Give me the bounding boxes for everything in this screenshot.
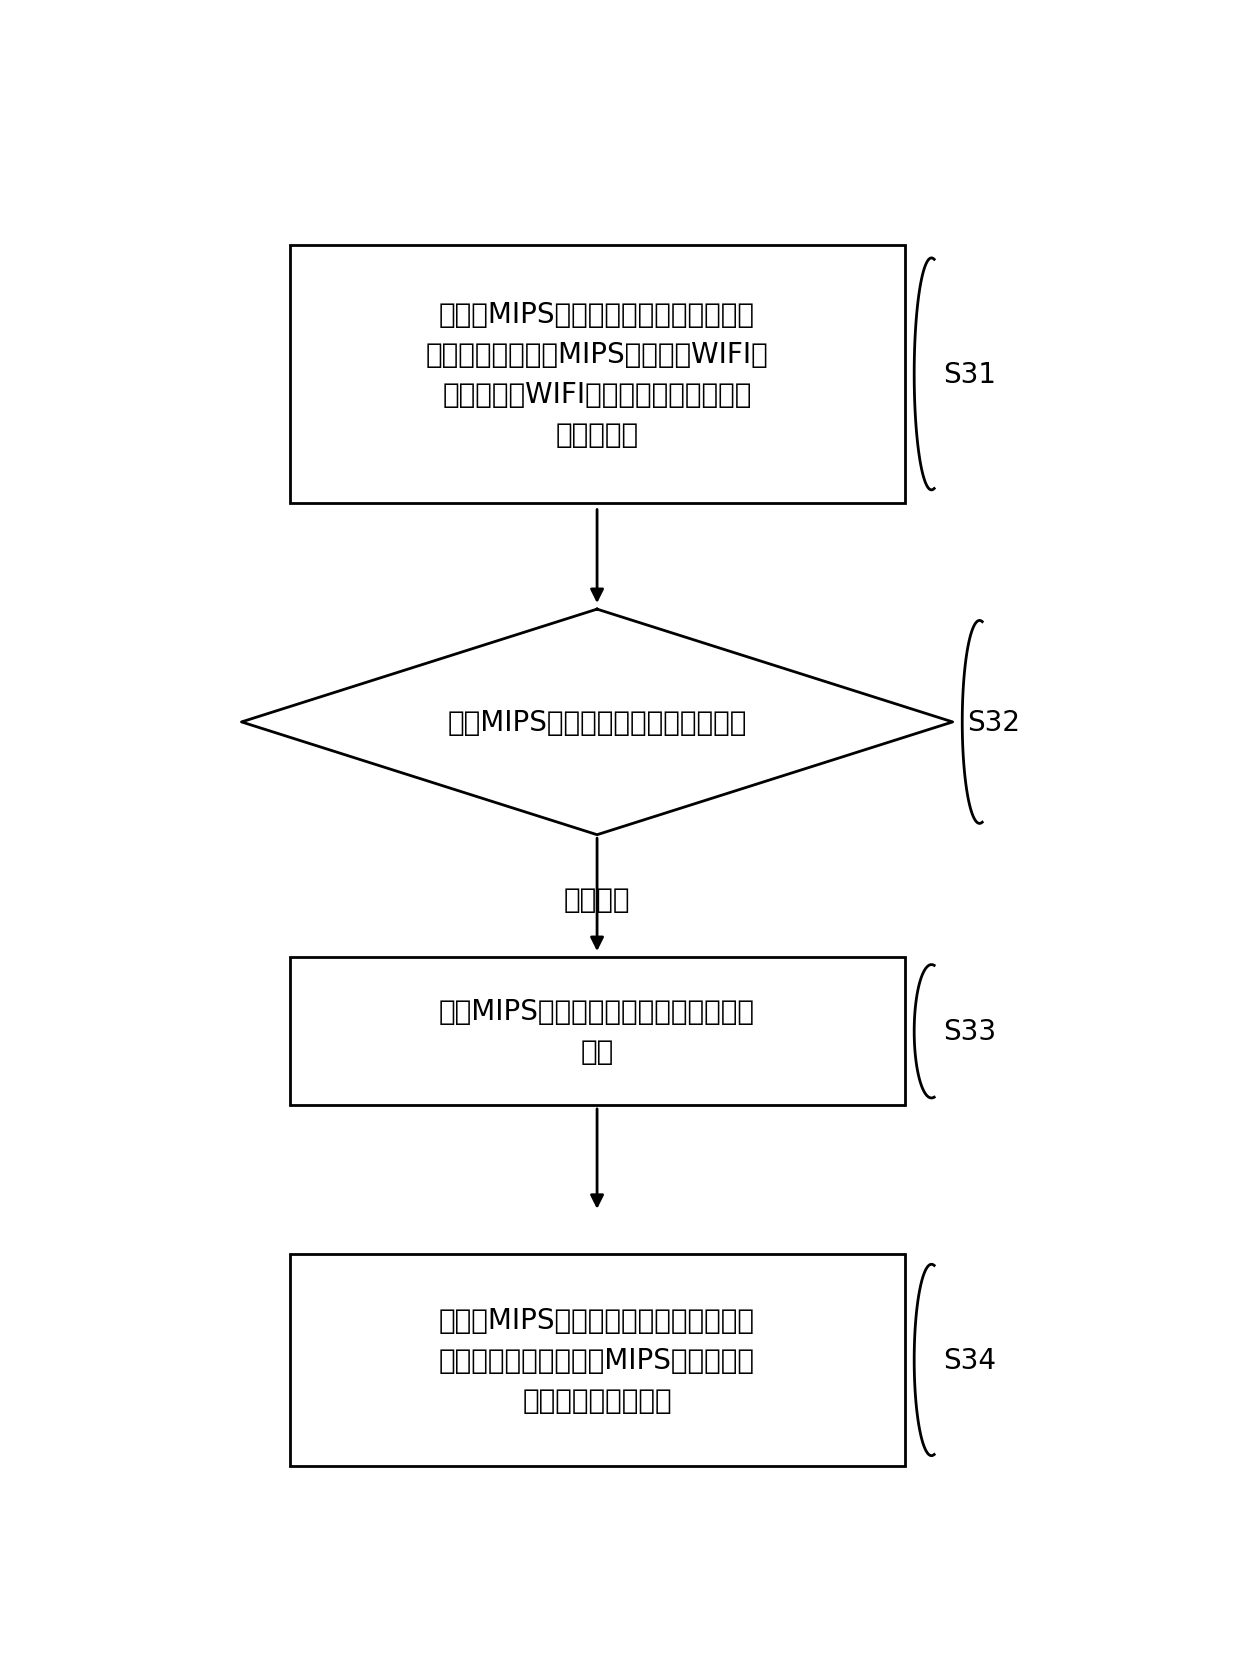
- Text: 认证通过: 认证通过: [564, 885, 630, 913]
- Bar: [290, 1253, 904, 1467]
- Text: S34: S34: [942, 1347, 996, 1374]
- Text: S33: S33: [942, 1017, 996, 1046]
- Text: S31: S31: [942, 361, 996, 388]
- Text: 所述MIPS对所述认证消息进行认证？: 所述MIPS对所述认证消息进行认证？: [448, 708, 746, 736]
- Text: 当所述MIPS接收到所述智能终端发送的
探查请求消息后，MIPS通过所述WIFI单
元发送所述WIFI单元的基本信息至所表
述智能终端: 当所述MIPS接收到所述智能终端发送的 探查请求消息后，MIPS通过所述WIFI…: [425, 301, 769, 448]
- Text: 所述MIPS发送认证通过消息到所述智能
终端: 所述MIPS发送认证通过消息到所述智能 终端: [439, 997, 755, 1066]
- Bar: [290, 246, 904, 504]
- Bar: [290, 957, 904, 1106]
- Text: S32: S32: [967, 708, 1021, 736]
- Text: 当所述MIPS接收到所述智能终端发送的
无线连接请求后，所述MIPS建立与所述
智能终端的无线连接: 当所述MIPS接收到所述智能终端发送的 无线连接请求后，所述MIPS建立与所述 …: [439, 1307, 755, 1414]
